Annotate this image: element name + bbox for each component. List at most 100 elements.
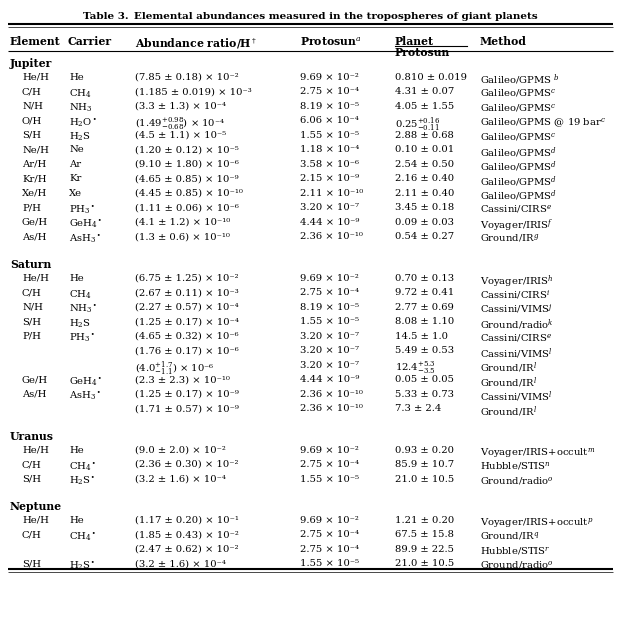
Text: 2.36 × 10⁻¹⁰: 2.36 × 10⁻¹⁰: [300, 404, 363, 413]
Text: 5.49 ± 0.53: 5.49 ± 0.53: [395, 346, 454, 355]
Text: Galileo/GPMS$^d$: Galileo/GPMS$^d$: [480, 145, 557, 160]
Text: 89.9 ± 22.5: 89.9 ± 22.5: [395, 545, 454, 554]
Text: Uranus: Uranus: [10, 431, 54, 442]
Text: H$_2$S: H$_2$S: [69, 131, 91, 144]
Text: Protosun: Protosun: [395, 47, 450, 58]
Text: He: He: [69, 446, 84, 454]
Text: 12.4$^{+5.3}_{-3.5}$: 12.4$^{+5.3}_{-3.5}$: [395, 361, 436, 376]
Text: Voyager/IRIS$^h$: Voyager/IRIS$^h$: [480, 274, 554, 290]
Text: (1.25 ± 0.17) × 10⁻⁹: (1.25 ± 0.17) × 10⁻⁹: [135, 389, 239, 399]
Text: 2.88 ± 0.68: 2.88 ± 0.68: [395, 131, 454, 140]
Text: Ar/H: Ar/H: [22, 160, 46, 169]
Text: 2.36 × 10⁻¹⁰: 2.36 × 10⁻¹⁰: [300, 389, 363, 399]
Text: Ground/IR$^q$: Ground/IR$^q$: [480, 530, 539, 542]
Text: 9.69 × 10⁻²: 9.69 × 10⁻²: [300, 446, 359, 454]
Text: Jupiter: Jupiter: [10, 59, 52, 69]
Text: S/H: S/H: [22, 317, 41, 326]
Text: (4.5 ± 1.1) × 10⁻⁵: (4.5 ± 1.1) × 10⁻⁵: [135, 131, 226, 140]
Text: (2.36 ± 0.30) × 10⁻²: (2.36 ± 0.30) × 10⁻²: [135, 460, 238, 469]
Text: 2.77 ± 0.69: 2.77 ± 0.69: [395, 303, 454, 311]
Text: 0.93 ± 0.20: 0.93 ± 0.20: [395, 446, 454, 454]
Text: Table 3. Elemental abundances measured in the tropospheres of giant planets: Table 3. Elemental abundances measured i…: [83, 12, 537, 21]
Text: 2.75 × 10⁻⁴: 2.75 × 10⁻⁴: [300, 87, 359, 96]
Text: Neptune: Neptune: [10, 501, 62, 512]
Text: 1.55 × 10⁻⁵: 1.55 × 10⁻⁵: [300, 317, 359, 326]
Text: Galileo/GPMS$^c$: Galileo/GPMS$^c$: [480, 131, 556, 143]
Text: 2.36 × 10⁻¹⁰: 2.36 × 10⁻¹⁰: [300, 232, 363, 241]
Text: Galileo/GPMS @ 19 bar$^c$: Galileo/GPMS @ 19 bar$^c$: [480, 116, 606, 130]
Text: Ground/IR$^l$: Ground/IR$^l$: [480, 375, 537, 390]
Text: Protosun$^a$: Protosun$^a$: [300, 36, 361, 49]
Text: (9.10 ± 1.80) × 10⁻⁶: (9.10 ± 1.80) × 10⁻⁶: [135, 160, 239, 169]
Text: C/H: C/H: [22, 530, 42, 539]
Text: H$_2$S: H$_2$S: [69, 317, 91, 329]
Text: Ge/H: Ge/H: [22, 218, 48, 227]
Text: 4.05 ± 1.55: 4.05 ± 1.55: [395, 102, 454, 111]
Text: 67.5 ± 15.8: 67.5 ± 15.8: [395, 530, 454, 539]
Text: 0.10 ± 0.01: 0.10 ± 0.01: [395, 145, 454, 154]
Text: 8.19 × 10⁻⁵: 8.19 × 10⁻⁵: [300, 303, 359, 311]
Text: 7.3 ± 2.4: 7.3 ± 2.4: [395, 404, 442, 413]
Text: Voyager/IRIS+occult$^m$: Voyager/IRIS+occult$^m$: [480, 446, 595, 459]
Text: CH$_4$: CH$_4$: [69, 87, 92, 100]
Text: 9.69 × 10⁻²: 9.69 × 10⁻²: [300, 274, 359, 283]
Text: Cassini/CIRS$^e$: Cassini/CIRS$^e$: [480, 332, 552, 344]
Text: Planet: Planet: [395, 36, 434, 47]
Text: P/H: P/H: [22, 332, 41, 341]
Text: Galileo/GPMS$^d$: Galileo/GPMS$^d$: [480, 189, 557, 203]
Text: Ground/IR$^g$: Ground/IR$^g$: [480, 232, 539, 245]
Text: Galileo/GPMS$^d$: Galileo/GPMS$^d$: [480, 174, 557, 189]
Text: Saturn: Saturn: [10, 259, 52, 270]
Text: Ground/radio$^k$: Ground/radio$^k$: [480, 317, 554, 332]
Text: 5.33 ± 0.73: 5.33 ± 0.73: [395, 389, 454, 399]
Text: C/H: C/H: [22, 288, 42, 297]
Text: NH$_3$$^\bullet$: NH$_3$$^\bullet$: [69, 303, 97, 315]
Text: (1.76 ± 0.17) × 10⁻⁶: (1.76 ± 0.17) × 10⁻⁶: [135, 346, 238, 355]
Text: N/H: N/H: [22, 303, 43, 311]
Text: S/H: S/H: [22, 131, 41, 140]
Text: Cassini/CIRS$^e$: Cassini/CIRS$^e$: [480, 203, 552, 215]
Text: Cassini/VIMS$^l$: Cassini/VIMS$^l$: [480, 389, 553, 404]
Text: Element: Element: [10, 36, 61, 47]
Text: 9.72 ± 0.41: 9.72 ± 0.41: [395, 288, 454, 297]
Text: Galileo/GPMS$^d$: Galileo/GPMS$^d$: [480, 160, 557, 175]
Text: 21.0 ± 10.5: 21.0 ± 10.5: [395, 474, 454, 484]
Text: 21.0 ± 10.5: 21.0 ± 10.5: [395, 559, 454, 568]
Text: 2.11 ± 0.40: 2.11 ± 0.40: [395, 189, 455, 198]
Text: 4.44 × 10⁻⁹: 4.44 × 10⁻⁹: [300, 375, 360, 384]
Text: 2.75 × 10⁻⁴: 2.75 × 10⁻⁴: [300, 288, 359, 297]
Text: He/H: He/H: [22, 446, 49, 454]
Text: N/H: N/H: [22, 102, 43, 111]
Text: Voyager/IRIS$^f$: Voyager/IRIS$^f$: [480, 218, 553, 235]
Text: Method: Method: [480, 36, 527, 47]
Text: Hubble/STIS$^r$: Hubble/STIS$^r$: [480, 545, 551, 557]
Text: (3.3 ± 1.3) × 10⁻⁴: (3.3 ± 1.3) × 10⁻⁴: [135, 102, 226, 111]
Text: Xe: Xe: [69, 189, 82, 198]
Text: He/H: He/H: [22, 274, 49, 283]
Text: 0.05 ± 0.05: 0.05 ± 0.05: [395, 375, 454, 384]
Text: 8.08 ± 1.10: 8.08 ± 1.10: [395, 317, 454, 326]
Text: 0.810 ± 0.019: 0.810 ± 0.019: [395, 73, 467, 82]
Text: (3.2 ± 1.6) × 10⁻⁴: (3.2 ± 1.6) × 10⁻⁴: [135, 559, 226, 568]
Text: 2.15 × 10⁻⁹: 2.15 × 10⁻⁹: [300, 174, 359, 183]
Text: (2.67 ± 0.11) × 10⁻³: (2.67 ± 0.11) × 10⁻³: [135, 288, 238, 297]
Text: As/H: As/H: [22, 232, 47, 241]
Text: 0.70 ± 0.13: 0.70 ± 0.13: [395, 274, 454, 283]
Text: AsH$_3$$^\bullet$: AsH$_3$$^\bullet$: [69, 232, 101, 245]
Text: 2.75 × 10⁻⁴: 2.75 × 10⁻⁴: [300, 530, 359, 539]
Text: 85.9 ± 10.7: 85.9 ± 10.7: [395, 460, 454, 469]
Text: 6.06 × 10⁻⁴: 6.06 × 10⁻⁴: [300, 116, 359, 125]
Text: 1.21 ± 0.20: 1.21 ± 0.20: [395, 516, 454, 525]
Text: 4.31 ± 0.07: 4.31 ± 0.07: [395, 87, 454, 96]
Text: H$_2$S$^\bullet$: H$_2$S$^\bullet$: [69, 474, 96, 487]
Text: (4.65 ± 0.32) × 10⁻⁶: (4.65 ± 0.32) × 10⁻⁶: [135, 332, 238, 341]
Text: He: He: [69, 516, 84, 525]
Text: Cassini/VIMS$^l$: Cassini/VIMS$^l$: [480, 346, 553, 361]
Text: 14.5 ± 1.0: 14.5 ± 1.0: [395, 332, 448, 341]
Text: CH$_4$: CH$_4$: [69, 288, 92, 301]
Text: 2.11 × 10⁻¹⁰: 2.11 × 10⁻¹⁰: [300, 189, 363, 198]
Text: GeH$_4$$^\bullet$: GeH$_4$$^\bullet$: [69, 218, 102, 230]
Text: 3.20 × 10⁻⁷: 3.20 × 10⁻⁷: [300, 332, 359, 341]
Text: Ground/IR$^l$: Ground/IR$^l$: [480, 361, 537, 375]
Text: H$_2$S$^\bullet$: H$_2$S$^\bullet$: [69, 559, 96, 572]
